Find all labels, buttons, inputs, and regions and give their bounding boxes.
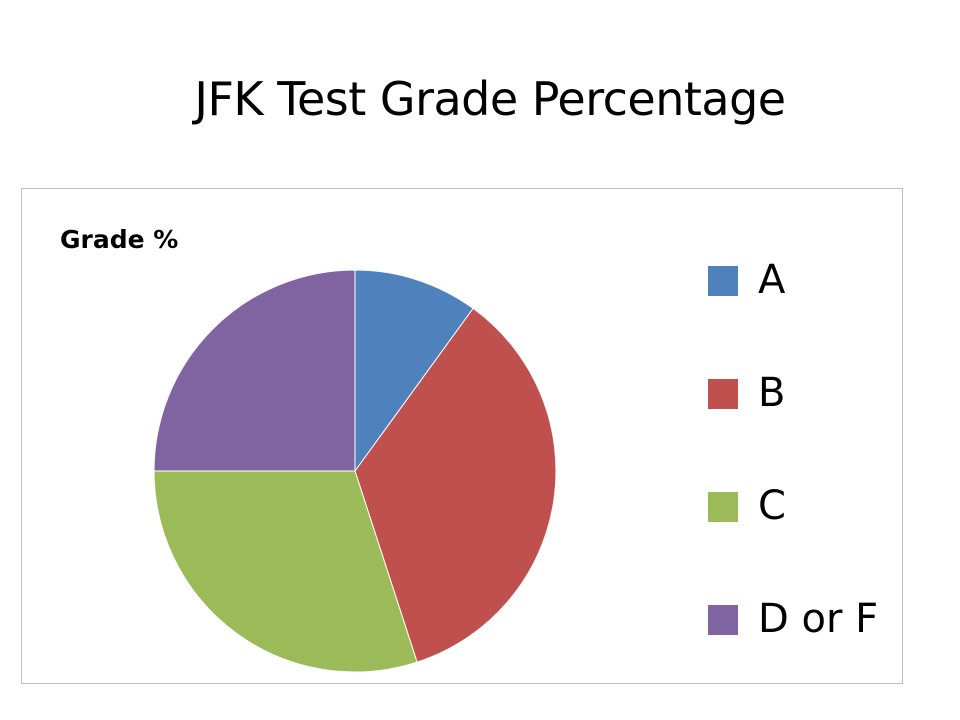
slide-title: JFK Test Grade Percentage (194, 72, 786, 126)
legend-label: C (758, 483, 786, 529)
pie-slice-c (153, 470, 418, 673)
legend-label: D or F (758, 596, 879, 642)
legend-swatch (708, 379, 738, 409)
legend-swatch (708, 492, 738, 522)
pie-slice-b (354, 307, 557, 663)
pie-slice-d-or-f (153, 269, 356, 472)
legend-swatch (708, 605, 738, 635)
legend-swatch (708, 266, 738, 296)
legend-label: B (758, 370, 786, 416)
pie-slice-a (354, 269, 474, 473)
chart-area: Grade % A B C D or F (21, 188, 903, 684)
legend-label: A (758, 257, 786, 303)
chart-title: Grade % (60, 225, 179, 254)
pie-chart (153, 269, 557, 673)
